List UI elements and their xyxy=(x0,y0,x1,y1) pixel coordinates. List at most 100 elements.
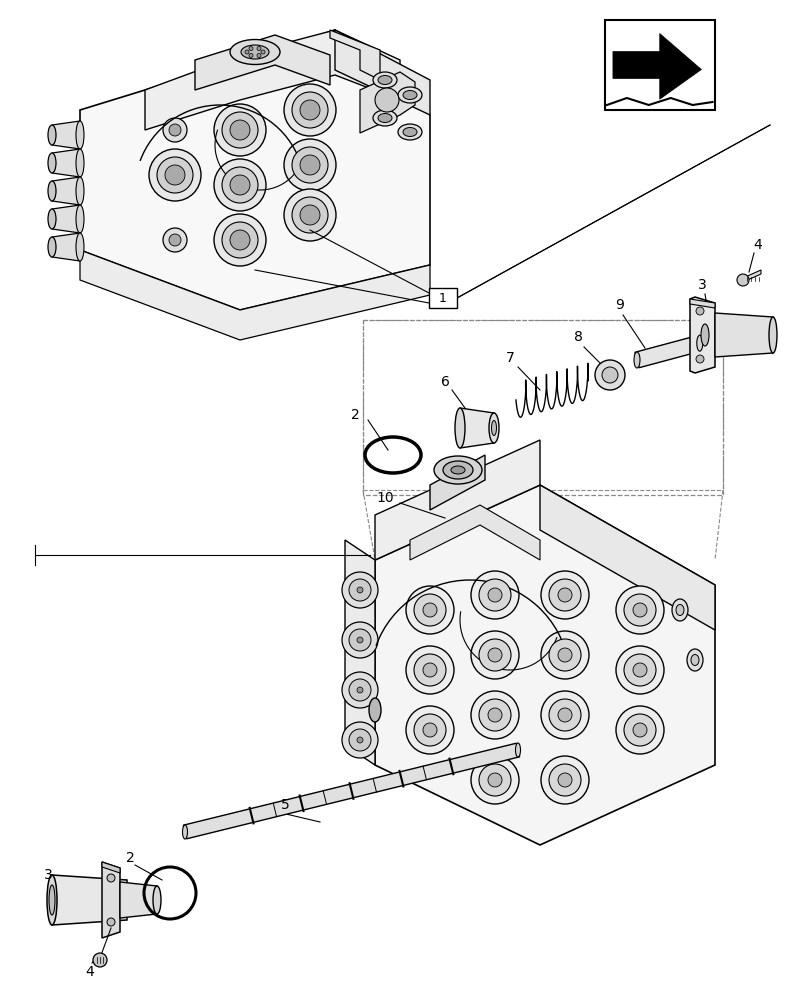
Circle shape xyxy=(623,594,655,626)
Circle shape xyxy=(470,631,518,679)
Circle shape xyxy=(540,571,588,619)
Circle shape xyxy=(169,124,181,136)
Ellipse shape xyxy=(47,875,57,925)
Ellipse shape xyxy=(241,45,268,59)
Ellipse shape xyxy=(676,604,683,615)
Circle shape xyxy=(736,274,748,286)
Circle shape xyxy=(93,953,107,967)
Circle shape xyxy=(548,579,581,611)
Polygon shape xyxy=(335,30,430,115)
Circle shape xyxy=(341,572,378,608)
Circle shape xyxy=(349,579,371,601)
Circle shape xyxy=(357,687,363,693)
Circle shape xyxy=(107,918,115,926)
Ellipse shape xyxy=(152,886,161,914)
Circle shape xyxy=(548,764,581,796)
Circle shape xyxy=(478,764,510,796)
Circle shape xyxy=(695,307,703,315)
Circle shape xyxy=(163,118,187,142)
Polygon shape xyxy=(80,30,430,310)
Circle shape xyxy=(623,654,655,686)
Ellipse shape xyxy=(768,317,776,353)
Polygon shape xyxy=(102,862,120,873)
Polygon shape xyxy=(460,408,493,448)
Circle shape xyxy=(299,205,320,225)
Polygon shape xyxy=(742,270,760,282)
Polygon shape xyxy=(410,505,539,560)
Circle shape xyxy=(357,587,363,593)
Ellipse shape xyxy=(700,324,708,346)
Ellipse shape xyxy=(76,205,84,233)
Circle shape xyxy=(623,714,655,746)
Circle shape xyxy=(214,159,266,211)
Polygon shape xyxy=(430,455,484,510)
Ellipse shape xyxy=(378,76,392,85)
Ellipse shape xyxy=(48,181,56,201)
Circle shape xyxy=(221,167,258,203)
Ellipse shape xyxy=(76,233,84,261)
Circle shape xyxy=(470,691,518,739)
Circle shape xyxy=(470,571,518,619)
Ellipse shape xyxy=(696,335,702,351)
Polygon shape xyxy=(195,35,329,90)
Circle shape xyxy=(601,367,617,383)
Polygon shape xyxy=(612,34,701,99)
Circle shape xyxy=(349,679,371,701)
Text: 4: 4 xyxy=(85,965,94,979)
Polygon shape xyxy=(689,299,714,308)
Ellipse shape xyxy=(372,110,397,126)
Ellipse shape xyxy=(76,121,84,149)
Polygon shape xyxy=(345,540,375,765)
Bar xyxy=(604,20,714,110)
Circle shape xyxy=(423,603,436,617)
Polygon shape xyxy=(183,743,519,839)
Text: 3: 3 xyxy=(697,278,706,292)
Ellipse shape xyxy=(372,72,397,88)
Ellipse shape xyxy=(672,599,687,621)
Ellipse shape xyxy=(633,352,639,368)
Polygon shape xyxy=(359,72,414,133)
Circle shape xyxy=(557,773,571,787)
Circle shape xyxy=(299,100,320,120)
Ellipse shape xyxy=(488,413,499,443)
Ellipse shape xyxy=(76,177,84,205)
Circle shape xyxy=(341,672,378,708)
Circle shape xyxy=(487,588,501,602)
Polygon shape xyxy=(52,177,80,205)
Ellipse shape xyxy=(397,124,422,140)
Circle shape xyxy=(423,663,436,677)
Circle shape xyxy=(487,773,501,787)
Circle shape xyxy=(487,708,501,722)
Ellipse shape xyxy=(49,885,55,915)
Polygon shape xyxy=(52,205,80,233)
Polygon shape xyxy=(375,485,714,845)
Text: 10: 10 xyxy=(375,491,393,505)
Ellipse shape xyxy=(402,91,417,100)
Polygon shape xyxy=(52,149,80,177)
Ellipse shape xyxy=(690,654,698,666)
Circle shape xyxy=(163,228,187,252)
Text: 5: 5 xyxy=(281,798,289,812)
Ellipse shape xyxy=(48,237,56,257)
Circle shape xyxy=(633,663,646,677)
Polygon shape xyxy=(145,30,400,130)
Circle shape xyxy=(557,588,571,602)
Text: 3: 3 xyxy=(44,868,53,882)
Circle shape xyxy=(406,706,453,754)
Circle shape xyxy=(557,708,571,722)
Ellipse shape xyxy=(368,698,380,722)
Circle shape xyxy=(478,699,510,731)
Polygon shape xyxy=(329,30,380,80)
Circle shape xyxy=(633,723,646,737)
Circle shape xyxy=(616,646,663,694)
Circle shape xyxy=(214,104,266,156)
Text: 1: 1 xyxy=(439,292,446,304)
Text: 8: 8 xyxy=(573,330,581,344)
Circle shape xyxy=(616,706,663,754)
Polygon shape xyxy=(52,875,127,925)
Circle shape xyxy=(487,648,501,662)
Circle shape xyxy=(594,360,624,390)
Circle shape xyxy=(221,112,258,148)
Circle shape xyxy=(357,737,363,743)
Circle shape xyxy=(695,355,703,363)
